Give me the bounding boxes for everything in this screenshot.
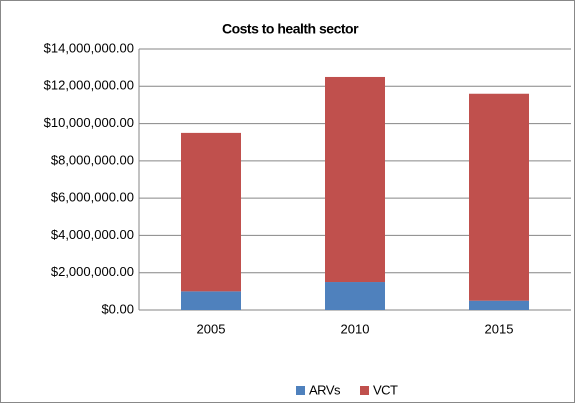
- bar-segment: [469, 300, 529, 310]
- legend-label: ARVs: [309, 382, 341, 397]
- bar-segment: [325, 282, 385, 310]
- bar-segment: [469, 93, 529, 301]
- x-tick-label: 2005: [197, 321, 226, 336]
- legend-label: VCT: [373, 382, 398, 397]
- y-tick-label: $12,000,000.00: [44, 78, 134, 93]
- y-tick-label: $14,000,000.00: [44, 40, 134, 55]
- bar-segment: [325, 76, 385, 283]
- bar-segment: [181, 291, 241, 310]
- x-tick-label: 2015: [485, 321, 514, 336]
- y-tick-label: $0.00: [101, 301, 134, 316]
- bar-segment: [181, 132, 241, 292]
- y-tick-label: $4,000,000.00: [51, 227, 134, 242]
- chart-title: Costs to health sector: [222, 21, 359, 37]
- x-tick-label: 2010: [341, 321, 370, 336]
- y-tick-label: $8,000,000.00: [51, 152, 134, 167]
- y-tick-label: $10,000,000.00: [44, 115, 134, 130]
- y-tick-label: $2,000,000.00: [51, 264, 134, 279]
- legend-swatch: [360, 386, 369, 395]
- legend-swatch: [296, 386, 305, 395]
- y-tick-label: $6,000,000.00: [51, 190, 134, 205]
